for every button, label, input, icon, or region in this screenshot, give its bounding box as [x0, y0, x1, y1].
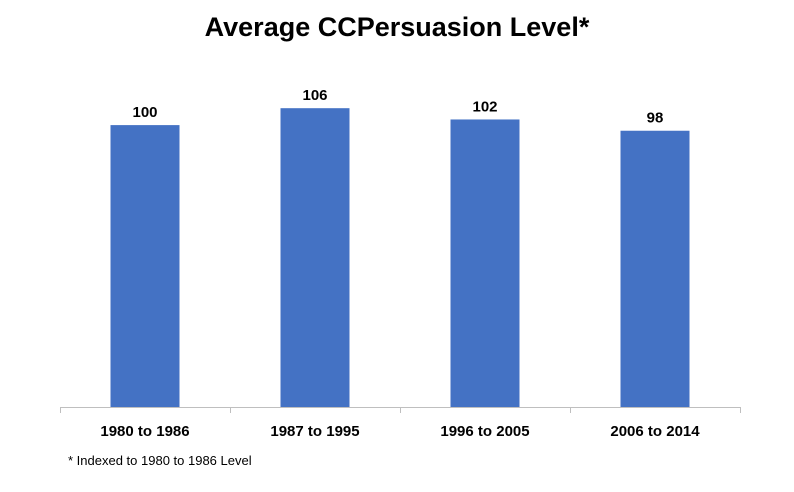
x-tick-label-2: 1987 to 1995 — [270, 423, 359, 440]
x-tick-label-4: 2006 to 2014 — [610, 423, 700, 440]
labels-layer: 100 106 102 98 — [132, 87, 663, 127]
bar-1 — [110, 125, 180, 407]
x-axis: 1980 to 1986 1987 to 1995 1996 to 2005 2006… — [60, 407, 741, 440]
data-label-2: 106 — [302, 87, 327, 104]
x-tick-label-3: 1996 to 2005 — [440, 423, 529, 440]
data-label-3: 102 — [472, 98, 497, 115]
data-label-1: 100 — [132, 104, 157, 121]
bar-3 — [450, 119, 520, 407]
bar-4 — [620, 130, 690, 407]
chart-title: Average CCPersuasion Level* — [204, 12, 590, 42]
data-label-4: 98 — [647, 110, 664, 127]
bars-layer — [110, 108, 690, 408]
bar-2 — [280, 108, 350, 408]
x-tick-label-1: 1980 to 1986 — [100, 423, 189, 440]
footnote: * Indexed to 1980 to 1986 Level — [68, 453, 252, 468]
